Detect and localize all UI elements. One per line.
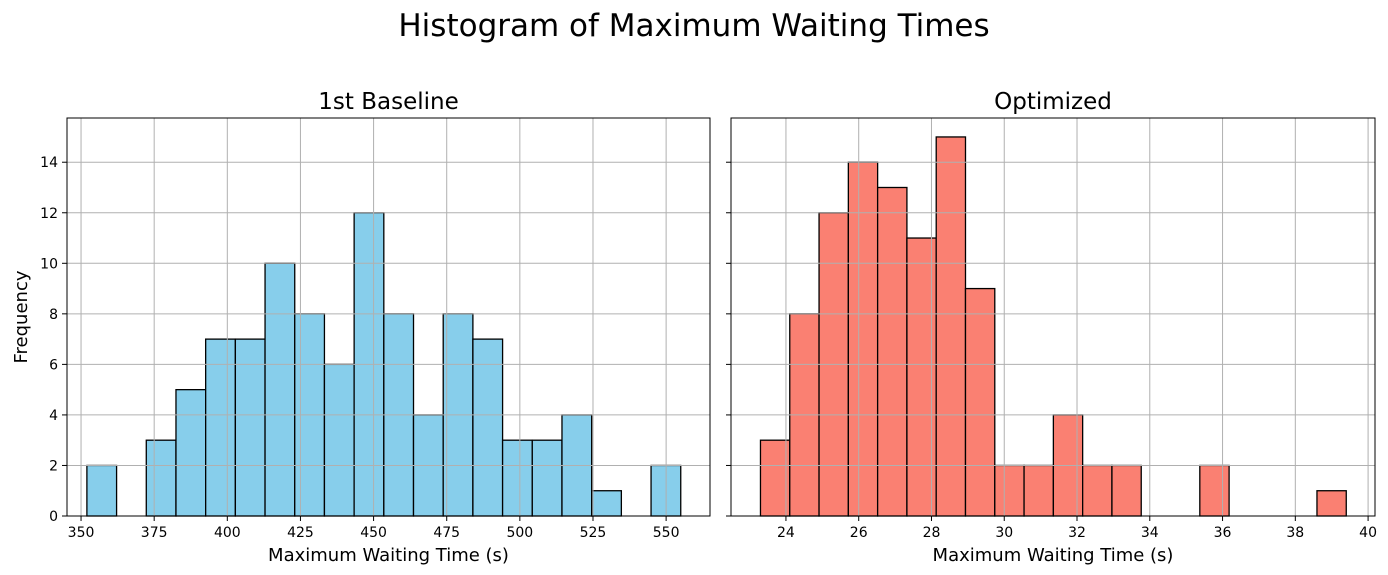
x-axis-label-optimized: Maximum Waiting Time (s) bbox=[933, 545, 1174, 566]
panel-baseline: 1st Baseline 350 375 400 425 450 475 500 525 550 0… bbox=[11, 89, 711, 566]
x-tick-label-optimized: 36 bbox=[1214, 525, 1232, 541]
x-axis-label-baseline: Maximum Waiting Time (s) bbox=[268, 545, 509, 566]
subplot-title-baseline: 1st Baseline bbox=[318, 89, 458, 115]
axes-frame-baseline bbox=[66, 117, 711, 517]
histogram-bar-baseline bbox=[531, 439, 563, 517]
panel-optimized: Optimized 24 26 28 30 32 34 36 38 40 Maximum Waiti… bbox=[726, 89, 1377, 566]
x-tick-label-baseline: 425 bbox=[287, 525, 314, 541]
histogram-bar-optimized bbox=[1023, 464, 1055, 517]
histogram-bar-optimized bbox=[1199, 464, 1230, 517]
x-tick-label-baseline: 400 bbox=[214, 525, 241, 541]
histogram-bar-optimized bbox=[759, 439, 791, 517]
x-tick-label-optimized: 38 bbox=[1286, 525, 1304, 541]
x-tick-label-optimized: 40 bbox=[1359, 525, 1377, 541]
histogram-bar-baseline bbox=[264, 262, 296, 517]
x-tick-label-baseline: 375 bbox=[141, 525, 168, 541]
histogram-bar-optimized bbox=[964, 287, 996, 517]
histogram-bar-optimized bbox=[994, 464, 1025, 517]
histogram-bar-baseline bbox=[175, 389, 207, 517]
histogram-bar-baseline bbox=[591, 490, 623, 517]
histogram-bar-baseline bbox=[472, 338, 504, 517]
x-tick-label-optimized: 30 bbox=[995, 525, 1013, 541]
x-tick-label-optimized: 26 bbox=[850, 525, 868, 541]
histogram-bar-optimized bbox=[1082, 464, 1113, 517]
histogram-bar-baseline bbox=[205, 338, 237, 517]
x-tick-label-optimized: 32 bbox=[1068, 525, 1086, 541]
y-axis-label-baseline: Frequency bbox=[11, 270, 32, 363]
y-tick-label-baseline: 2 bbox=[49, 458, 58, 474]
x-tick-label-baseline: 500 bbox=[506, 525, 533, 541]
histogram-bar-optimized bbox=[876, 186, 908, 517]
y-tick-label-baseline: 10 bbox=[40, 256, 58, 272]
x-tick-label-baseline: 450 bbox=[360, 525, 387, 541]
histogram-bar-optimized bbox=[1111, 464, 1142, 517]
histogram-bar-baseline bbox=[234, 338, 266, 517]
figure-suptitle: Histogram of Maximum Waiting Times bbox=[398, 8, 989, 44]
x-tick-label-baseline: 475 bbox=[433, 525, 460, 541]
histogram-bar-baseline bbox=[145, 439, 177, 517]
y-tick-label-baseline: 14 bbox=[40, 155, 58, 171]
x-tick-label-baseline: 525 bbox=[580, 525, 607, 541]
x-tick-label-optimized: 34 bbox=[1141, 525, 1159, 541]
histogram-bar-optimized bbox=[935, 136, 967, 517]
subplot-title-optimized: Optimized bbox=[994, 89, 1112, 115]
histogram-bar-baseline bbox=[86, 464, 118, 517]
axes-frame-optimized bbox=[730, 117, 1376, 517]
histogram-bar-baseline bbox=[323, 363, 355, 517]
y-tick-label-baseline: 12 bbox=[40, 206, 58, 222]
histogram-bar-optimized bbox=[847, 161, 879, 517]
x-tick-label-baseline: 550 bbox=[653, 525, 680, 541]
y-tick-label-baseline: 4 bbox=[49, 408, 58, 424]
y-tick-label-baseline: 8 bbox=[49, 307, 58, 323]
x-tick-label-baseline: 350 bbox=[68, 525, 95, 541]
y-tick-label-baseline: 0 bbox=[49, 509, 58, 525]
histogram-bar-optimized bbox=[1316, 490, 1347, 517]
x-tick-label-optimized: 24 bbox=[777, 525, 795, 541]
x-tick-label-optimized: 28 bbox=[923, 525, 941, 541]
y-tick-label-baseline: 6 bbox=[49, 357, 58, 373]
histogram-bar-baseline bbox=[501, 439, 533, 517]
